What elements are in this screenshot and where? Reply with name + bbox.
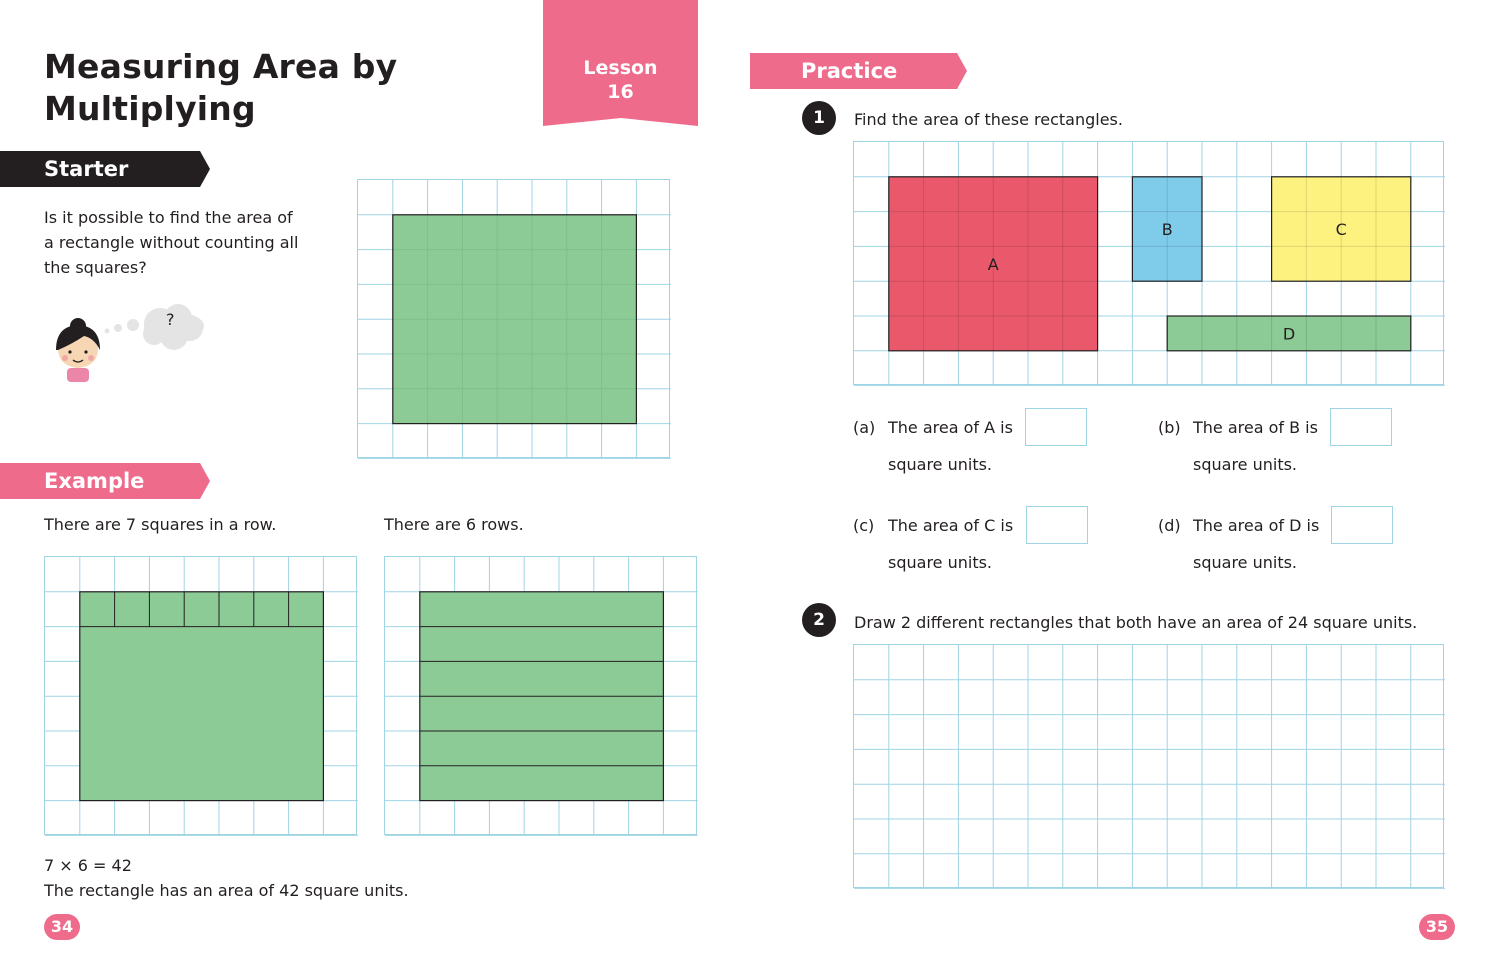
question-1-prompt: Find the area of these rectangles. bbox=[854, 110, 1123, 129]
example-equation: 7 × 6 = 42 bbox=[44, 856, 132, 875]
shape-a bbox=[888, 176, 1098, 351]
starter-question-line-2: a rectangle without counting all bbox=[44, 233, 299, 252]
thought-question-mark: ? bbox=[166, 310, 175, 329]
starter-question: Is it possible to find the area of a rec… bbox=[44, 205, 344, 280]
question-2-prompt: Draw 2 different rectangles that both ha… bbox=[854, 613, 1418, 632]
starter-banner: Starter bbox=[0, 151, 210, 187]
lesson-number: 16 bbox=[607, 81, 634, 103]
question-1-grid: A B C D bbox=[853, 141, 1445, 386]
shape-a-label: A bbox=[988, 255, 999, 274]
part-c-answer-box[interactable] bbox=[1026, 506, 1088, 544]
part-a: (a) The area of A is square units. bbox=[853, 415, 1113, 485]
practice-heading: Practice bbox=[801, 59, 898, 83]
page-title: Measuring Area by Multiplying bbox=[44, 46, 464, 130]
part-d: (d) The area of D is square units. bbox=[1158, 513, 1418, 583]
example-rows-text: There are 6 rows. bbox=[384, 515, 524, 534]
shape-b bbox=[1132, 176, 1202, 282]
thinking-child-icon bbox=[56, 304, 204, 382]
part-b-unit: square units. bbox=[1193, 455, 1298, 474]
part-d-answer-box[interactable] bbox=[1331, 506, 1393, 544]
example-row-text: There are 7 squares in a row. bbox=[44, 515, 277, 534]
starter-grid-drawing bbox=[358, 180, 671, 459]
part-b: (b) The area of B is square units. bbox=[1158, 415, 1418, 485]
page-number-left: 34 bbox=[44, 914, 80, 940]
part-d-tag: (d) bbox=[1158, 516, 1181, 535]
part-c: (c) The area of C is square units. bbox=[853, 513, 1113, 583]
example-heading: Example bbox=[44, 469, 145, 493]
page-number-right: 35 bbox=[1419, 914, 1455, 940]
example-rows-drawing bbox=[385, 557, 698, 836]
practice-banner: Practice bbox=[750, 53, 967, 89]
lesson-tab: Lesson 16 bbox=[543, 0, 698, 127]
question-2-grid-lines bbox=[854, 645, 1445, 889]
shape-c bbox=[1271, 176, 1411, 282]
shape-c-label: C bbox=[1336, 220, 1347, 239]
example-banner: Example bbox=[0, 463, 210, 499]
part-a-text: The area of A is bbox=[888, 418, 1013, 437]
example-grid-row bbox=[44, 556, 358, 836]
part-c-tag: (c) bbox=[853, 516, 875, 535]
part-b-tag: (b) bbox=[1158, 418, 1181, 437]
lesson-label: Lesson bbox=[583, 57, 658, 79]
character-illustration: ? bbox=[50, 292, 215, 387]
page-title-line-1: Measuring Area by bbox=[44, 47, 398, 86]
part-b-answer-box[interactable] bbox=[1330, 408, 1392, 446]
question-1-number: 1 bbox=[802, 101, 836, 135]
lesson-tab-shape bbox=[543, 0, 698, 126]
page-title-line-2: Multiplying bbox=[44, 89, 256, 128]
part-b-text: The area of B is bbox=[1193, 418, 1318, 437]
part-a-unit: square units. bbox=[888, 455, 993, 474]
starter-grid bbox=[357, 179, 671, 459]
question-2-drawing-grid[interactable] bbox=[853, 644, 1445, 889]
starter-question-line-1: Is it possible to find the area of bbox=[44, 208, 293, 227]
question-2-number: 2 bbox=[802, 603, 836, 637]
shape-b-label: B bbox=[1162, 220, 1173, 239]
part-a-answer-box[interactable] bbox=[1025, 408, 1087, 446]
shape-d bbox=[1167, 316, 1411, 351]
part-c-unit: square units. bbox=[888, 553, 993, 572]
part-c-text: The area of C is bbox=[888, 516, 1014, 535]
example-rectangle-1 bbox=[79, 591, 324, 801]
part-d-unit: square units. bbox=[1193, 553, 1298, 572]
part-a-tag: (a) bbox=[853, 418, 876, 437]
shape-d-label: D bbox=[1283, 324, 1295, 343]
example-conclusion: The rectangle has an area of 42 square u… bbox=[44, 881, 409, 900]
starter-heading: Starter bbox=[44, 157, 129, 181]
example-row-drawing bbox=[45, 557, 358, 836]
starter-question-line-3: the squares? bbox=[44, 258, 147, 277]
part-d-text: The area of D is bbox=[1193, 516, 1320, 535]
example-grid-rows bbox=[384, 556, 698, 836]
question-1-drawing: A B C D bbox=[854, 142, 1445, 386]
